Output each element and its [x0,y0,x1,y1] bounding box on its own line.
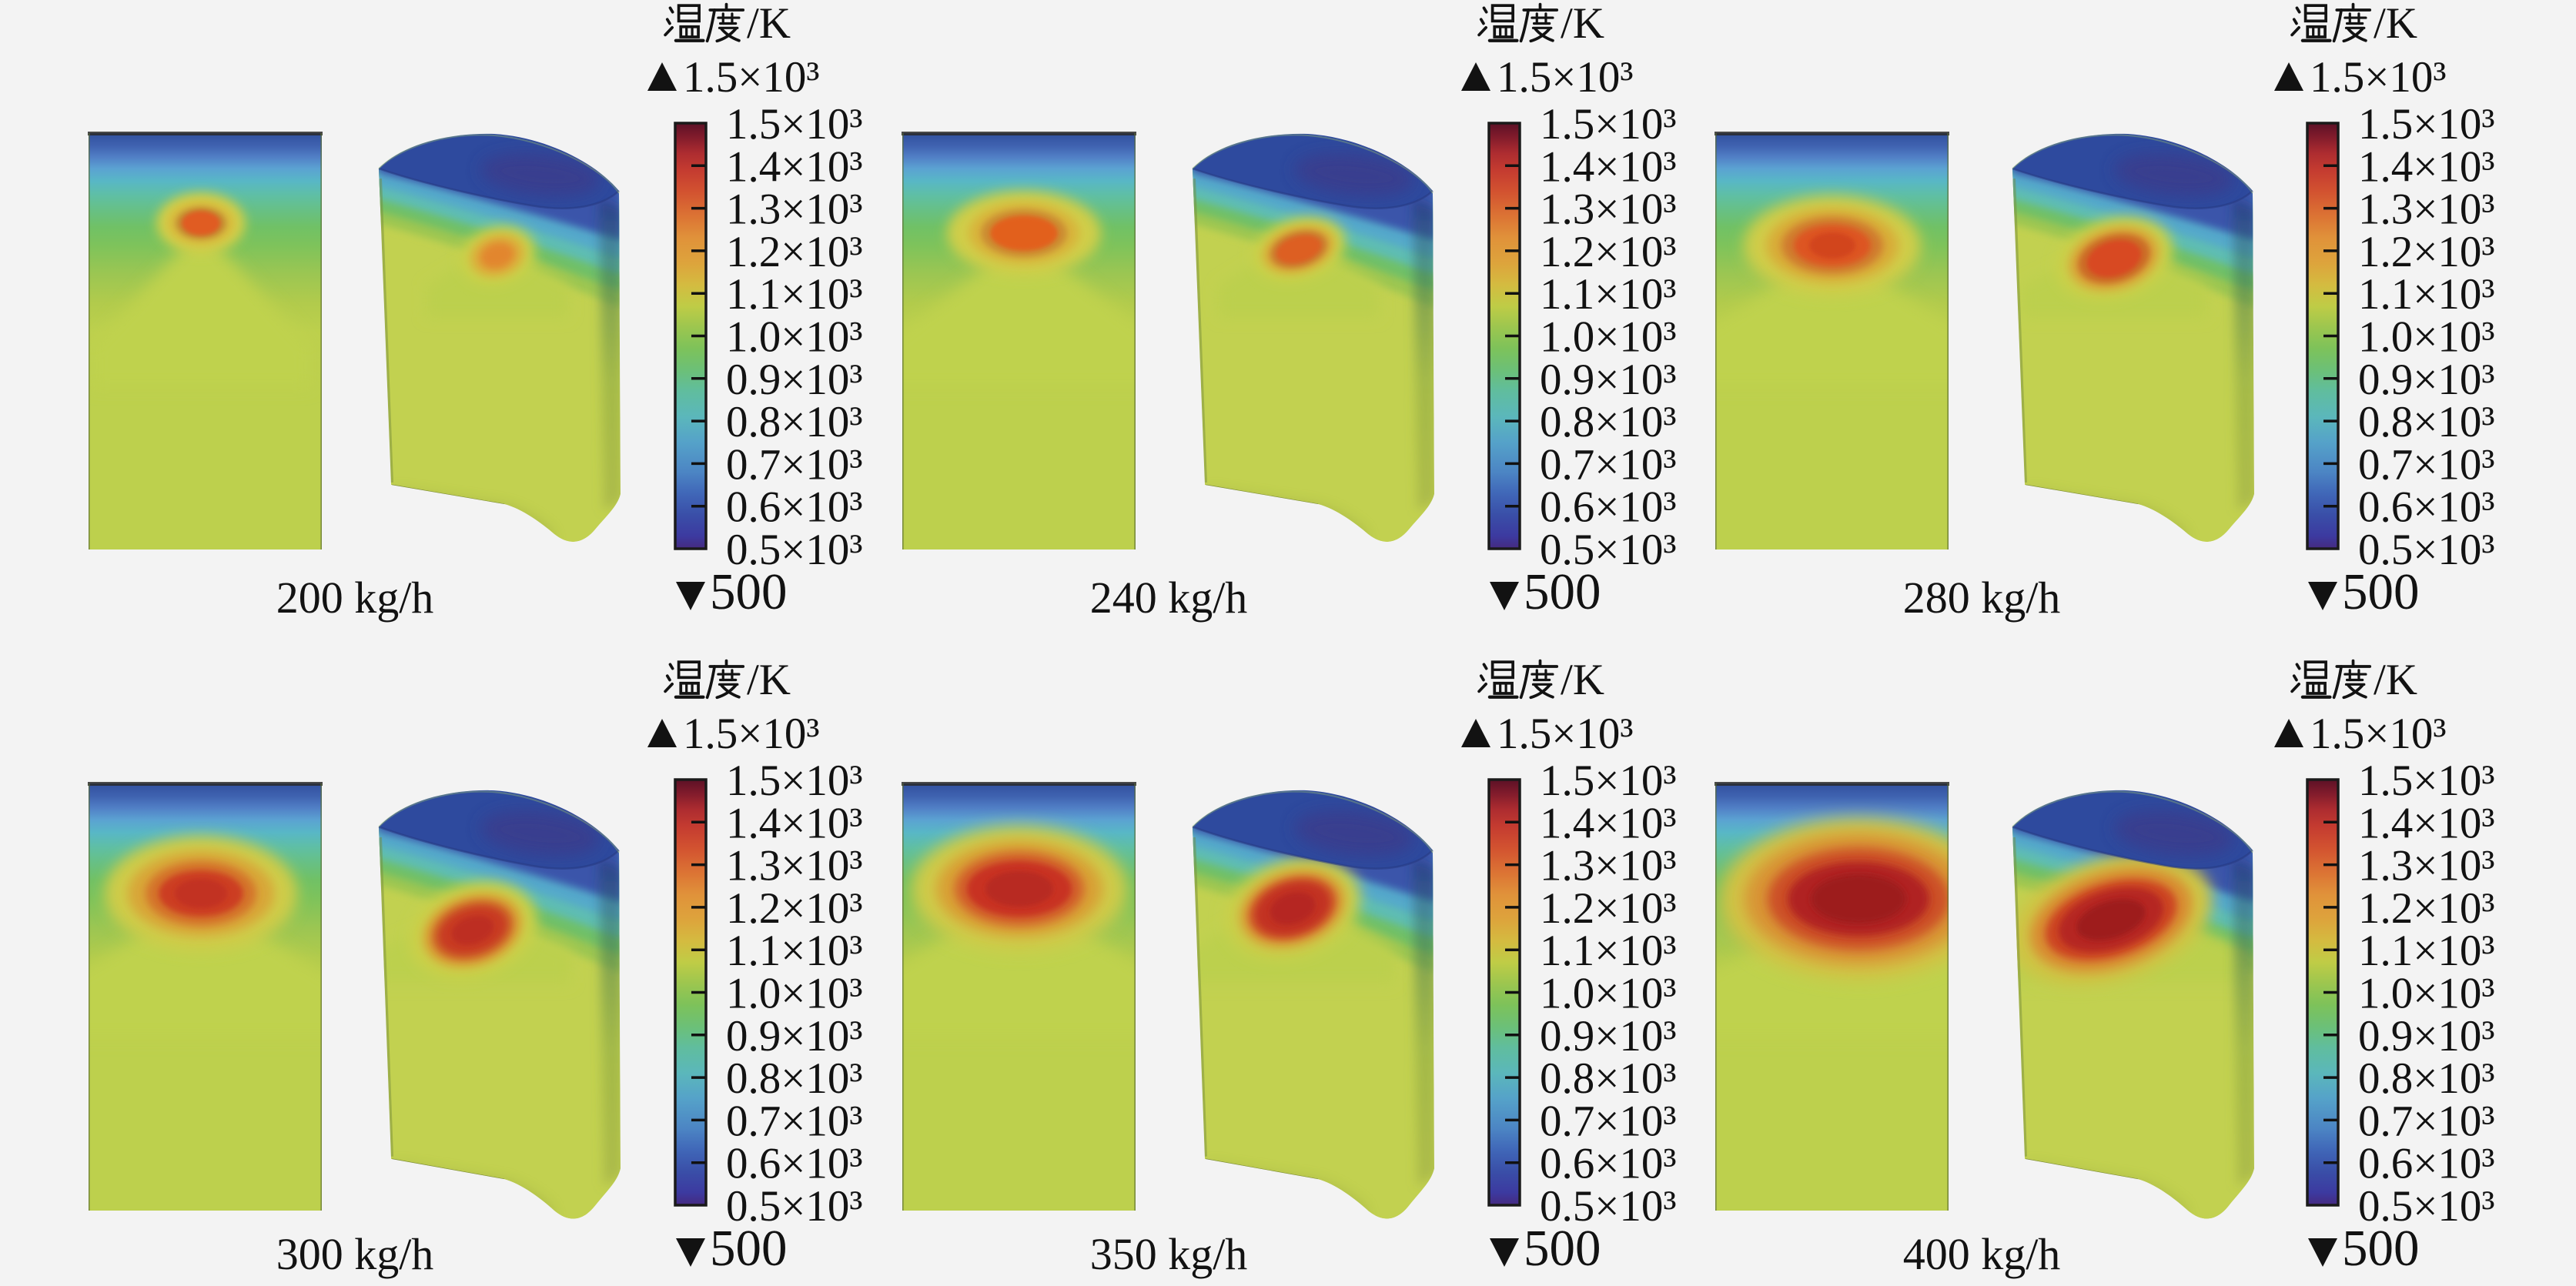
svg-text:0.8×10³: 0.8×10³ [2358,1054,2495,1103]
svg-text:1.5×10³: 1.5×10³ [726,100,863,149]
svg-text:0.6×10³: 0.6×10³ [2358,483,2495,532]
svg-text:0.6×10³: 0.6×10³ [726,483,863,532]
svg-text:0.9×10³: 0.9×10³ [2358,1012,2495,1061]
svg-text:400 kg/h: 400 kg/h [1903,1229,2061,1279]
svg-text:0.9×10³: 0.9×10³ [726,356,863,404]
svg-text:/K: /K [2374,0,2417,48]
svg-text:0.9×10³: 0.9×10³ [726,1012,863,1061]
svg-text:1.4×10³: 1.4×10³ [1540,142,1677,191]
svg-text:1.0×10³: 1.0×10³ [1540,313,1677,362]
svg-text:1.0×10³: 1.0×10³ [2358,313,2495,362]
svg-text:1.1×10³: 1.1×10³ [726,927,863,975]
svg-text:1.3×10³: 1.3×10³ [2358,185,2495,234]
svg-text:1.5×10³: 1.5×10³ [1540,757,1677,805]
svg-text:0.8×10³: 0.8×10³ [1540,398,1677,446]
svg-text:0.6×10³: 0.6×10³ [726,1140,863,1188]
svg-text:1.1×10³: 1.1×10³ [2358,927,2495,975]
svg-text:1.1×10³: 1.1×10³ [1540,270,1677,319]
svg-text:500: 500 [2342,1220,2420,1277]
svg-text:500: 500 [2342,563,2420,620]
svg-text:1.5×10³: 1.5×10³ [2358,757,2495,805]
svg-text:1.3×10³: 1.3×10³ [1540,185,1677,234]
svg-text:500: 500 [710,1220,788,1277]
svg-text:/K: /K [747,0,791,48]
svg-text:1.2×10³: 1.2×10³ [2358,228,2495,276]
svg-text:1.3×10³: 1.3×10³ [726,842,863,890]
svg-text:1.3×10³: 1.3×10³ [2358,842,2495,890]
svg-text:0.5×10³: 0.5×10³ [1540,526,1677,574]
svg-text:0.9×10³: 0.9×10³ [1540,1012,1677,1061]
svg-text:1.4×10³: 1.4×10³ [2358,142,2495,191]
svg-text:1.0×10³: 1.0×10³ [2358,970,2495,1018]
svg-text:0.5×10³: 0.5×10³ [2358,1182,2495,1231]
svg-text:500: 500 [1524,1220,1601,1277]
svg-text:1.5×10³: 1.5×10³ [683,710,820,758]
svg-text:350 kg/h: 350 kg/h [1090,1229,1248,1279]
svg-text:1.5×10³: 1.5×10³ [2310,53,2447,102]
svg-text:0.8×10³: 0.8×10³ [1540,1054,1677,1103]
svg-text:1.4×10³: 1.4×10³ [2358,799,2495,847]
svg-text:0.8×10³: 0.8×10³ [2358,398,2495,446]
svg-text:1.2×10³: 1.2×10³ [2358,884,2495,933]
svg-text:/K: /K [2374,656,2417,704]
svg-text:1.3×10³: 1.3×10³ [1540,842,1677,890]
svg-text:1.1×10³: 1.1×10³ [726,270,863,319]
svg-text:0.5×10³: 0.5×10³ [726,526,863,574]
svg-text:0.7×10³: 0.7×10³ [1540,440,1677,489]
svg-text:1.5×10³: 1.5×10³ [1497,710,1634,758]
svg-text:0.7×10³: 0.7×10³ [726,440,863,489]
svg-text:0.5×10³: 0.5×10³ [1540,1182,1677,1231]
svg-text:0.6×10³: 0.6×10³ [1540,1140,1677,1188]
svg-text:1.4×10³: 1.4×10³ [726,799,863,847]
svg-text:/K: /K [1561,656,1604,704]
svg-text:1.5×10³: 1.5×10³ [683,53,820,102]
svg-text:1.1×10³: 1.1×10³ [1540,927,1677,975]
svg-text:/K: /K [1561,0,1604,48]
svg-text:1.5×10³: 1.5×10³ [2310,710,2447,758]
svg-text:0.9×10³: 0.9×10³ [2358,356,2495,404]
svg-text:1.4×10³: 1.4×10³ [1540,799,1677,847]
svg-text:0.6×10³: 0.6×10³ [2358,1140,2495,1188]
svg-text:500: 500 [1524,563,1601,620]
svg-text:1.4×10³: 1.4×10³ [726,142,863,191]
svg-text:1.0×10³: 1.0×10³ [1540,970,1677,1018]
svg-text:1.1×10³: 1.1×10³ [2358,270,2495,319]
svg-text:0.7×10³: 0.7×10³ [2358,1097,2495,1145]
svg-text:500: 500 [710,563,788,620]
svg-text:/K: /K [747,656,791,704]
svg-text:1.2×10³: 1.2×10³ [726,228,863,276]
svg-text:1.5×10³: 1.5×10³ [1497,53,1634,102]
svg-text:1.5×10³: 1.5×10³ [2358,100,2495,149]
svg-text:0.5×10³: 0.5×10³ [2358,526,2495,574]
svg-text:1.3×10³: 1.3×10³ [726,185,863,234]
svg-text:0.5×10³: 0.5×10³ [726,1182,863,1231]
svg-text:0.7×10³: 0.7×10³ [2358,440,2495,489]
svg-text:280 kg/h: 280 kg/h [1903,573,2061,623]
svg-text:1.2×10³: 1.2×10³ [726,884,863,933]
svg-text:0.9×10³: 0.9×10³ [1540,356,1677,404]
svg-text:0.6×10³: 0.6×10³ [1540,483,1677,532]
svg-text:1.0×10³: 1.0×10³ [726,313,863,362]
svg-text:240 kg/h: 240 kg/h [1090,573,1248,623]
svg-text:1.2×10³: 1.2×10³ [1540,884,1677,933]
svg-text:1.0×10³: 1.0×10³ [726,970,863,1018]
svg-text:1.2×10³: 1.2×10³ [1540,228,1677,276]
svg-text:1.5×10³: 1.5×10³ [726,757,863,805]
svg-text:1.5×10³: 1.5×10³ [1540,100,1677,149]
svg-text:0.7×10³: 0.7×10³ [1540,1097,1677,1145]
svg-text:0.8×10³: 0.8×10³ [726,398,863,446]
svg-text:0.7×10³: 0.7×10³ [726,1097,863,1145]
svg-text:200 kg/h: 200 kg/h [276,573,434,623]
svg-text:0.8×10³: 0.8×10³ [726,1054,863,1103]
svg-text:300 kg/h: 300 kg/h [276,1229,434,1279]
